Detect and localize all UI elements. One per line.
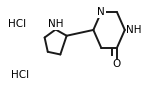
Text: O: O	[113, 59, 121, 69]
Text: HCl: HCl	[11, 70, 29, 80]
Text: NH: NH	[126, 25, 142, 35]
Text: HCl: HCl	[8, 19, 26, 29]
Text: N: N	[97, 7, 105, 17]
Text: NH: NH	[48, 20, 63, 30]
